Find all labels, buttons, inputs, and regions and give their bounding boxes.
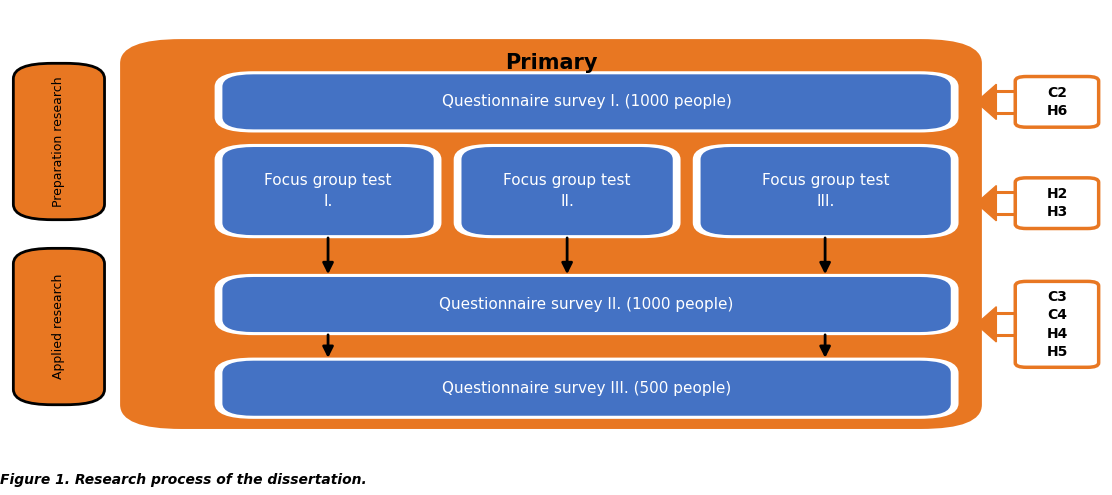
Text: C3
C4
H4
H5: C3 C4 H4 H5: [1046, 290, 1068, 359]
Text: Questionnaire survey II. (1000 people): Questionnaire survey II. (1000 people): [439, 297, 734, 312]
FancyBboxPatch shape: [461, 147, 673, 235]
FancyBboxPatch shape: [13, 63, 105, 220]
FancyBboxPatch shape: [222, 361, 951, 416]
Text: H2
H3: H2 H3: [1046, 187, 1068, 219]
Text: C2
H6: C2 H6: [1046, 86, 1068, 118]
Text: Focus group test
II.: Focus group test II.: [504, 173, 631, 209]
Text: Preparation research: Preparation research: [52, 76, 66, 207]
FancyBboxPatch shape: [120, 39, 982, 429]
FancyBboxPatch shape: [215, 357, 959, 419]
Text: Primary: Primary: [505, 53, 597, 73]
FancyBboxPatch shape: [215, 144, 441, 238]
FancyBboxPatch shape: [454, 144, 681, 238]
Text: Questionnaire survey I. (1000 people): Questionnaire survey I. (1000 people): [441, 95, 732, 109]
FancyBboxPatch shape: [215, 274, 959, 335]
FancyBboxPatch shape: [215, 71, 959, 133]
Polygon shape: [976, 186, 996, 221]
Text: Focus group test
III.: Focus group test III.: [762, 173, 890, 209]
FancyBboxPatch shape: [693, 144, 959, 238]
Text: Applied research: Applied research: [52, 274, 66, 379]
FancyBboxPatch shape: [222, 277, 951, 332]
FancyBboxPatch shape: [13, 248, 105, 405]
FancyBboxPatch shape: [222, 74, 951, 129]
FancyBboxPatch shape: [701, 147, 951, 235]
Text: Focus group test
I.: Focus group test I.: [265, 173, 391, 209]
FancyBboxPatch shape: [1015, 281, 1099, 367]
Text: Figure 1. Research process of the dissertation.: Figure 1. Research process of the disser…: [0, 473, 367, 487]
Polygon shape: [976, 84, 996, 119]
FancyBboxPatch shape: [1015, 77, 1099, 127]
FancyBboxPatch shape: [1015, 178, 1099, 229]
Polygon shape: [976, 307, 996, 342]
Text: Questionnaire survey III. (500 people): Questionnaire survey III. (500 people): [441, 381, 732, 396]
FancyBboxPatch shape: [222, 147, 434, 235]
